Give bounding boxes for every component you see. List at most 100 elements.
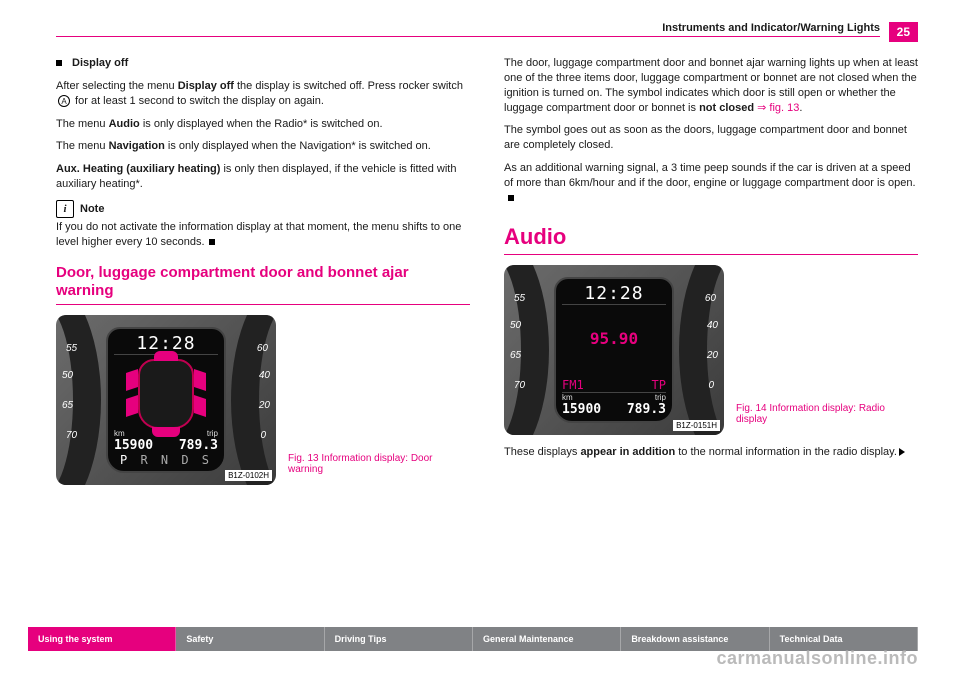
door-icon	[126, 369, 138, 391]
trip-label: trip	[655, 393, 666, 402]
dial-num: 65	[510, 350, 521, 361]
door-icon	[126, 395, 138, 417]
radio-band-row: FM1 TP	[562, 378, 666, 392]
audio-p4: These displays appear in addition to the…	[504, 445, 918, 460]
door-warning-p3: As an additional warning signal, a 3 tim…	[504, 161, 918, 206]
aux-heat-text: Aux. Heating (auxiliary heating) is only…	[56, 162, 470, 192]
radio-freq: 95.90	[590, 329, 638, 348]
nav-menu-text: The menu Navigation is only displayed wh…	[56, 139, 470, 154]
dial-num: 0	[260, 430, 266, 441]
fig14-caption: Fig. 14 Information display: Radio displ…	[736, 403, 918, 435]
fig13-row: 50 55 65 70 60 40 20 0 12:28	[56, 315, 470, 485]
header-rule: Instruments and Indicator/Warning Lights	[56, 22, 880, 37]
fig13-ref: ⇒ fig. 13	[757, 102, 799, 114]
txt: .	[799, 102, 802, 114]
txt: After selecting the menu	[56, 80, 178, 92]
left-column: Display off After selecting the menu Dis…	[56, 56, 470, 617]
txt: is only displayed when the Navigation* i…	[165, 140, 431, 152]
right-column: The door, luggage compartment door and b…	[504, 56, 918, 617]
radio-center: 95.90	[590, 305, 638, 372]
txt-bold: appear in addition	[580, 446, 675, 458]
txt: As an additional warning signal, a 3 tim…	[504, 162, 916, 189]
km-value: 15900	[562, 402, 601, 417]
fig13-tag: B1Z-0102H	[225, 470, 272, 481]
txt: These displays	[504, 446, 580, 458]
watermark: carmanualsonline.info	[716, 648, 918, 669]
display-off-text: After selecting the menu Display off the…	[56, 79, 470, 109]
fig13-caption: Fig. 13 Information display: Door warnin…	[288, 453, 470, 485]
txt: The menu	[56, 118, 109, 130]
txt-bold: not closed	[699, 102, 754, 114]
km-label: km	[562, 393, 573, 402]
bullet-icon	[56, 60, 62, 66]
dial-num: 20	[707, 350, 718, 361]
note-heading: i Note	[56, 200, 470, 218]
screen-time: 12:28	[584, 283, 643, 304]
door-icon	[194, 369, 206, 391]
door-warning-p1: The door, luggage compartment door and b…	[504, 56, 918, 115]
dial-num: 70	[66, 430, 77, 441]
txt: the display is switched off. Press rocke…	[234, 80, 463, 92]
trunk-icon	[152, 427, 180, 437]
footer-tab-safety[interactable]: Safety	[176, 627, 324, 651]
section-divider	[504, 254, 918, 255]
gauge-screen: 12:28 km trip 15900	[106, 327, 226, 473]
dial-num: 65	[62, 400, 73, 411]
screen-bottom-labels: km trip	[562, 393, 666, 402]
info-icon: i	[56, 200, 74, 218]
audio-menu-text: The menu Audio is only displayed when th…	[56, 117, 470, 132]
km-label: km	[114, 429, 125, 438]
dial-num: 50	[510, 320, 521, 331]
txt-bold: Display off	[178, 80, 234, 92]
screen-values: 15900 789.3	[114, 438, 218, 453]
continue-arrow-icon	[899, 448, 905, 456]
txt: for at least 1 second to switch the disp…	[72, 95, 324, 107]
dial-num: 0	[708, 380, 714, 391]
display-off-label: Display off	[72, 56, 128, 71]
end-square-icon	[508, 195, 514, 201]
radio-tp: TP	[652, 378, 666, 392]
hood-icon	[154, 351, 178, 361]
txt: The menu	[56, 140, 109, 152]
dial-num: 55	[514, 293, 525, 304]
footer-tab-using[interactable]: Using the system	[28, 627, 176, 651]
txt: to the normal information in the radio d…	[675, 446, 897, 458]
dial-num: 20	[259, 400, 270, 411]
dial-num: 60	[257, 343, 268, 354]
txt: is only displayed when the Radio* is swi…	[140, 118, 383, 130]
audio-heading: Audio	[504, 224, 918, 250]
txt: If you do not activate the information d…	[56, 221, 461, 248]
car-shape-icon	[138, 359, 194, 429]
fig14-tag: B1Z-0151H	[673, 420, 720, 431]
dial-num: 50	[62, 370, 73, 381]
dial-num: 70	[514, 380, 525, 391]
txt-bold: Aux. Heating (auxiliary heating)	[56, 163, 220, 175]
fig13-gauge: 50 55 65 70 60 40 20 0 12:28	[56, 315, 276, 485]
screen-values: 15900 789.3	[562, 402, 666, 417]
footer-tab-driving[interactable]: Driving Tips	[325, 627, 473, 651]
footer-tab-maintenance[interactable]: General Maintenance	[473, 627, 621, 651]
gauge-screen: 12:28 95.90 FM1 TP km trip 15	[554, 277, 674, 423]
note-text: If you do not activate the information d…	[56, 220, 470, 250]
dial-num: 40	[707, 320, 718, 331]
dial-num: 40	[259, 370, 270, 381]
page-number-tab: 25	[889, 22, 918, 42]
door-warning-heading: Door, luggage compartment door and bonne…	[56, 264, 470, 300]
prnds-row: P R N D S	[120, 453, 212, 467]
txt-bold: Audio	[109, 118, 140, 130]
rocker-switch-icon: A	[58, 95, 70, 107]
section-divider	[56, 304, 470, 305]
end-square-icon	[209, 239, 215, 245]
txt-bold: Navigation	[109, 140, 165, 152]
content-area: Display off After selecting the menu Dis…	[56, 56, 918, 617]
dial-num: 55	[66, 343, 77, 354]
door-icon	[194, 395, 206, 417]
display-off-bullet: Display off	[56, 56, 470, 71]
trip-label: trip	[207, 429, 218, 438]
trip-value: 789.3	[627, 402, 666, 417]
fig14-row: 50 55 65 70 60 40 20 0 12:28 95.90 FM1 T…	[504, 265, 918, 435]
note-label: Note	[80, 203, 104, 215]
fig14-gauge: 50 55 65 70 60 40 20 0 12:28 95.90 FM1 T…	[504, 265, 724, 435]
trip-value: 789.3	[179, 438, 218, 453]
radio-band: FM1	[562, 378, 584, 392]
